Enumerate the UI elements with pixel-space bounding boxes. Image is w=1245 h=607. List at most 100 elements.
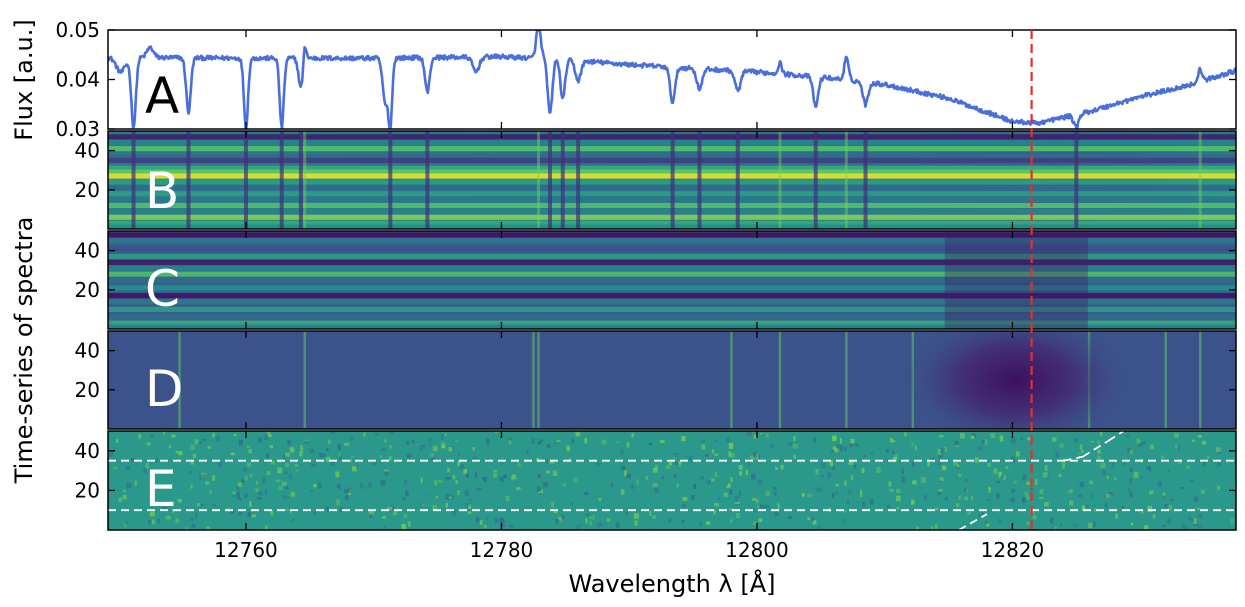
noise-pixel xyxy=(615,522,618,526)
noise-pixel xyxy=(1125,435,1129,439)
panel-a-y-axis-label: Flux [a.u.] xyxy=(10,19,38,140)
noise-pixel xyxy=(343,489,349,494)
noise-pixel xyxy=(244,475,248,481)
noise-pixel xyxy=(954,441,959,445)
noise-pixel xyxy=(1175,444,1178,449)
emission-column xyxy=(537,131,541,229)
noise-pixel xyxy=(390,506,395,512)
noise-pixel xyxy=(930,457,935,461)
noise-pixel xyxy=(1127,450,1131,453)
noise-pixel xyxy=(537,473,542,479)
noise-pixel xyxy=(420,502,426,506)
noise-pixel xyxy=(970,435,975,439)
noise-pixel xyxy=(408,523,411,527)
noise-pixel xyxy=(125,520,129,525)
noise-pixel xyxy=(299,451,303,457)
noise-pixel xyxy=(138,434,142,439)
noise-pixel xyxy=(282,495,288,499)
panel-c-row-bands xyxy=(108,232,1236,329)
panel-e-dashed-lines xyxy=(108,431,1236,530)
noise-pixel xyxy=(1114,513,1119,519)
noise-pixel xyxy=(573,478,578,483)
noise-pixel xyxy=(792,443,798,449)
noise-pixel xyxy=(1138,443,1143,447)
noise-pixel xyxy=(616,441,620,444)
noise-pixel xyxy=(425,494,428,497)
noise-pixel xyxy=(1081,505,1086,512)
noise-pixel xyxy=(1199,525,1203,528)
absorption-column xyxy=(1074,131,1079,229)
noise-pixel xyxy=(244,493,248,499)
absorption-column xyxy=(560,131,565,229)
noise-pixel xyxy=(465,473,469,478)
noise-pixel xyxy=(924,495,927,500)
noise-pixel xyxy=(759,433,763,436)
noise-pixel xyxy=(835,484,840,487)
noise-pixel xyxy=(295,469,299,472)
noise-pixel xyxy=(964,478,968,482)
emission-column xyxy=(303,131,307,229)
noise-pixel xyxy=(645,475,649,481)
noise-pixel xyxy=(177,499,182,503)
noise-pixel xyxy=(379,455,382,458)
noise-pixel xyxy=(1052,437,1057,442)
noise-pixel xyxy=(1013,480,1017,484)
noise-pixel xyxy=(892,439,896,443)
noise-pixel xyxy=(311,463,317,467)
noise-pixel xyxy=(974,457,979,463)
y-tick-label: 40 xyxy=(75,139,100,163)
absorption-column xyxy=(863,131,868,229)
row-band xyxy=(108,293,1236,299)
noise-pixel xyxy=(1149,444,1154,449)
noise-pixel xyxy=(432,505,437,510)
noise-pixel xyxy=(889,437,894,443)
noise-pixel xyxy=(388,445,393,449)
noise-pixel xyxy=(888,481,892,487)
noise-pixel xyxy=(1010,438,1016,444)
noise-pixel xyxy=(457,452,461,456)
noise-pixel xyxy=(1050,517,1054,524)
noise-pixel xyxy=(383,526,386,529)
noise-pixel xyxy=(126,482,132,489)
noise-pixel xyxy=(934,507,939,511)
noise-pixel xyxy=(123,523,128,528)
noise-pixel xyxy=(1106,475,1109,480)
noise-pixel xyxy=(752,497,757,501)
noise-pixel xyxy=(372,460,377,465)
panel-a-letter: A xyxy=(145,67,179,125)
noise-pixel xyxy=(1015,451,1020,457)
panel-b-line-columns xyxy=(131,131,1202,229)
noise-pixel xyxy=(654,487,659,493)
y-tick-label: 20 xyxy=(75,478,100,502)
noise-pixel xyxy=(500,524,505,528)
noise-pixel xyxy=(192,453,197,459)
noise-pixel xyxy=(939,477,944,481)
panel-b-letter: B xyxy=(145,162,179,220)
noise-pixel xyxy=(1121,505,1125,511)
noise-pixel xyxy=(893,457,897,463)
noise-pixel xyxy=(444,432,447,437)
noise-pixel xyxy=(247,512,252,518)
noise-pixel xyxy=(150,435,154,439)
noise-pixel xyxy=(831,449,836,453)
noise-pixel xyxy=(1030,488,1034,491)
noise-pixel xyxy=(248,448,252,454)
noise-pixel xyxy=(711,449,715,454)
noise-pixel xyxy=(793,454,796,459)
row-band xyxy=(108,277,1236,283)
noise-pixel xyxy=(589,516,593,520)
noise-pixel xyxy=(807,493,812,498)
noise-pixel xyxy=(285,452,290,457)
noise-pixel xyxy=(1217,485,1220,490)
panel-a-y-ticks: 0.03 0.04 0.05 xyxy=(55,18,1236,141)
noise-pixel xyxy=(896,495,901,502)
absorption-column xyxy=(186,131,191,229)
panel-d-letter: D xyxy=(145,360,184,418)
noise-pixel xyxy=(570,501,573,506)
noise-pixel xyxy=(199,503,204,507)
noise-pixel xyxy=(753,521,757,526)
noise-pixel xyxy=(457,461,461,467)
noise-pixel xyxy=(1093,508,1097,513)
